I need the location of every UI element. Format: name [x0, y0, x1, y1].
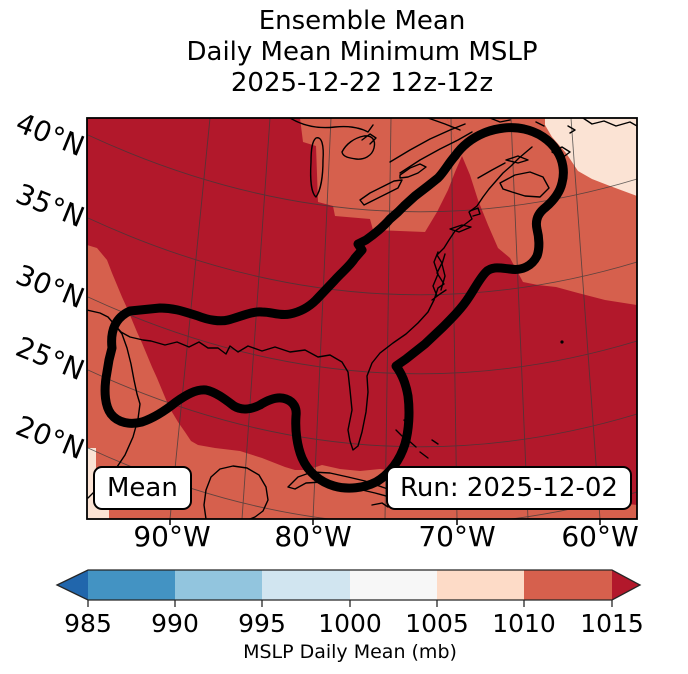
cbar-tick-1000: 1000 — [318, 609, 382, 638]
lon-label-60w: 60°W — [561, 520, 639, 553]
lon-label-80w: 80°W — [274, 520, 352, 553]
lake-erie — [359, 179, 403, 206]
colorbar — [55, 569, 642, 607]
coast-bay-of-fundy — [477, 162, 506, 179]
coast-bahamas — [395, 419, 439, 459]
coast-yucatan — [203, 465, 269, 519]
coast-bermuda — [560, 340, 564, 344]
cbar-tick-990: 990 — [151, 609, 199, 638]
lake-michigan — [309, 137, 324, 198]
coast-newfoundland — [582, 118, 637, 127]
map-frame — [86, 117, 638, 520]
meridian-90w — [169, 118, 211, 519]
lon-tick-marks — [169, 519, 601, 525]
plot-title: Ensemble Mean Daily Mean Minimum MSLP 20… — [62, 6, 662, 99]
lake-superior — [289, 118, 374, 133]
colorbar-axis-label: MSLP Daily Mean (mb) — [243, 641, 457, 663]
colorbar-seg-1000-1005 — [350, 570, 437, 600]
coast-cape-cod — [469, 207, 481, 217]
colorbar-seg-995-1000 — [262, 570, 350, 600]
fill-region-1005-1010-northeast-corner — [545, 118, 637, 196]
lon-label-90w: 90°W — [133, 520, 211, 553]
run-annotation-box: Run: 2025-12-02 — [386, 466, 632, 510]
colorbar-seg-990-995 — [175, 570, 262, 600]
lake-ontario — [399, 163, 427, 179]
colorbar-seg-1010-1015 — [524, 570, 612, 600]
parallel-30n — [87, 296, 637, 375]
coast-long-island — [449, 224, 472, 233]
coast-chesapeake — [431, 251, 447, 301]
meridian-80w — [312, 118, 332, 519]
mean-annotation-box: Mean — [93, 466, 192, 510]
lake-huron — [341, 133, 377, 160]
cbar-tick-1005: 1005 — [405, 609, 469, 638]
cbar-tick-985: 985 — [64, 609, 112, 638]
meridian-65w — [510, 118, 529, 519]
cbar-tick-1015: 1015 — [580, 609, 644, 638]
meridian-60w — [570, 118, 601, 519]
fill-region-1010-1015-southwest — [87, 245, 637, 519]
fill-region-1010-1015-north — [300, 118, 462, 232]
coast-pei — [505, 155, 529, 164]
coast-atlantic-gulf — [87, 146, 533, 451]
cbar-tick-995: 995 — [238, 609, 286, 638]
meridian-85w — [241, 118, 271, 519]
colorbar-seg-1005-1010 — [437, 570, 524, 600]
ensemble-contour — [100, 123, 568, 493]
parallel-40n — [87, 134, 637, 213]
parallel-35n — [87, 217, 637, 296]
colorbar-seg-985-990 — [88, 570, 175, 600]
lon-label-70w: 70°W — [418, 520, 496, 553]
meridian-75w — [384, 118, 392, 519]
map-canvas — [87, 118, 637, 519]
coast-st-lawrence — [389, 118, 511, 174]
title-line-1: Ensemble Mean — [258, 6, 466, 36]
parallel-25n — [87, 369, 637, 448]
coast-jamaica — [371, 502, 389, 508]
title-line-3: 2025-12-22 12z-12z — [230, 68, 494, 98]
cbar-tick-1010: 1010 — [492, 609, 556, 638]
colorbar-extend-high — [612, 570, 640, 600]
title-line-2: Daily Mean Minimum MSLP — [186, 37, 538, 67]
colorbar-extend-low — [57, 570, 88, 600]
colorbar-tick-marks — [87, 600, 613, 607]
coast-nova-scotia — [499, 171, 550, 198]
